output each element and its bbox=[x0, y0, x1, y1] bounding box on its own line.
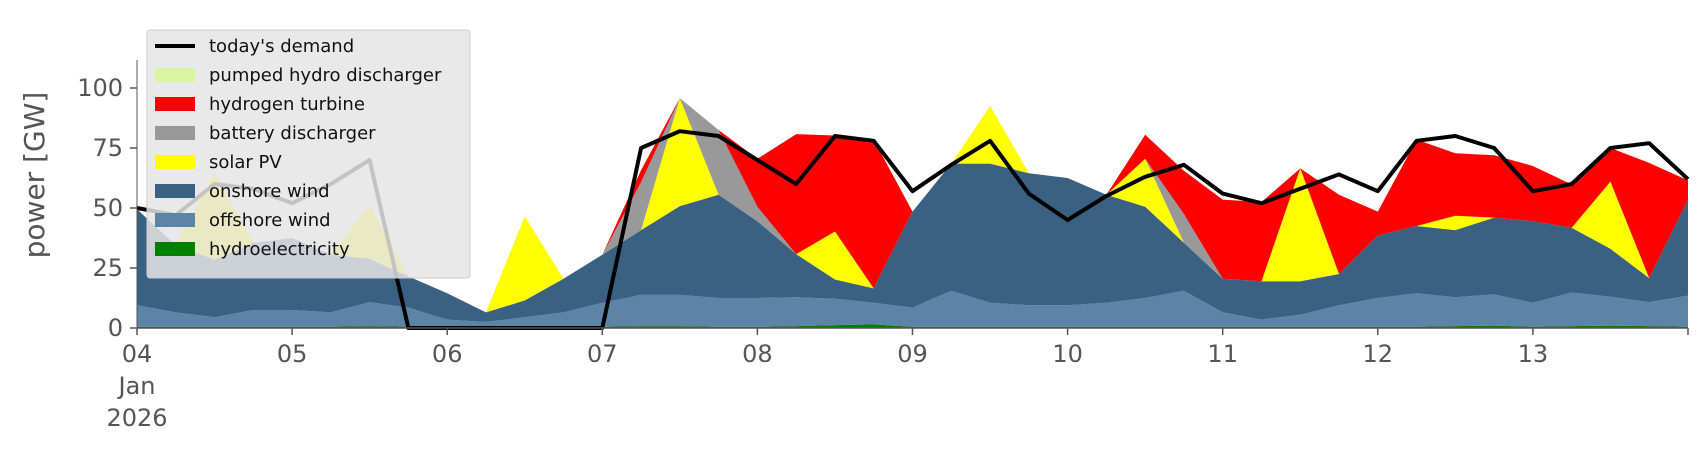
legend-box bbox=[146, 29, 471, 279]
x-tick-label: 2026 bbox=[106, 404, 167, 432]
x-tick-label: 12 bbox=[1363, 340, 1394, 368]
x-tick-label: 11 bbox=[1207, 340, 1238, 368]
legend-swatch-hydroelectricity bbox=[155, 242, 195, 256]
legend: today's demand pumped hydro discharger hyd… bbox=[146, 29, 471, 279]
x-tick-label: 08 bbox=[742, 340, 773, 368]
legend-label-offshore-wind: offshore wind bbox=[209, 210, 331, 231]
legend-label-today-s-demand: today's demand bbox=[209, 36, 354, 57]
area-offshore-wind bbox=[137, 290, 1688, 327]
y-axis-label: power [GW] bbox=[18, 92, 51, 259]
legend-swatch-battery-discharger bbox=[155, 126, 195, 140]
x-tick-label: 06 bbox=[432, 340, 463, 368]
legend-swatch-solar-pv bbox=[155, 155, 195, 169]
x-tick-label: 09 bbox=[897, 340, 928, 368]
y-tick-label: 25 bbox=[92, 254, 123, 282]
y-tick-label: 50 bbox=[92, 194, 123, 222]
x-tick-label: Jan bbox=[117, 372, 156, 400]
x-tick-label: 10 bbox=[1052, 340, 1083, 368]
y-tick-label: 0 bbox=[108, 314, 123, 342]
legend-label-hydrogen-turbine: hydrogen turbine bbox=[209, 94, 365, 115]
legend-label-onshore-wind: onshore wind bbox=[209, 181, 330, 202]
legend-swatch-pumped-hydro-discharger bbox=[155, 68, 195, 82]
x-tick-label: 07 bbox=[587, 340, 618, 368]
legend-label-hydroelectricity: hydroelectricity bbox=[209, 239, 350, 260]
legend-swatch-offshore-wind bbox=[155, 213, 195, 227]
axes: 0 25 50 75 100 04 Jan 2026 05 06 07 08 09 10 11 12 13 bbox=[77, 60, 1689, 432]
legend-swatch-onshore-wind bbox=[155, 184, 195, 198]
area-onshore-wind bbox=[137, 163, 1688, 322]
legend-label-pumped-hydro-discharger: pumped hydro discharger bbox=[209, 65, 442, 86]
x-tick-label: 13 bbox=[1518, 340, 1549, 368]
legend-label-battery-discharger: battery discharger bbox=[209, 123, 376, 144]
x-tick-label: 04 bbox=[122, 340, 153, 368]
legend-swatch-hydrogen-turbine bbox=[155, 97, 195, 111]
y-tick-label: 100 bbox=[77, 74, 123, 102]
y-tick-label: 75 bbox=[92, 134, 123, 162]
area-solar-pv bbox=[137, 98, 1688, 313]
legend-label-solar-pv: solar PV bbox=[209, 152, 282, 173]
x-tick-label: 05 bbox=[277, 340, 308, 368]
